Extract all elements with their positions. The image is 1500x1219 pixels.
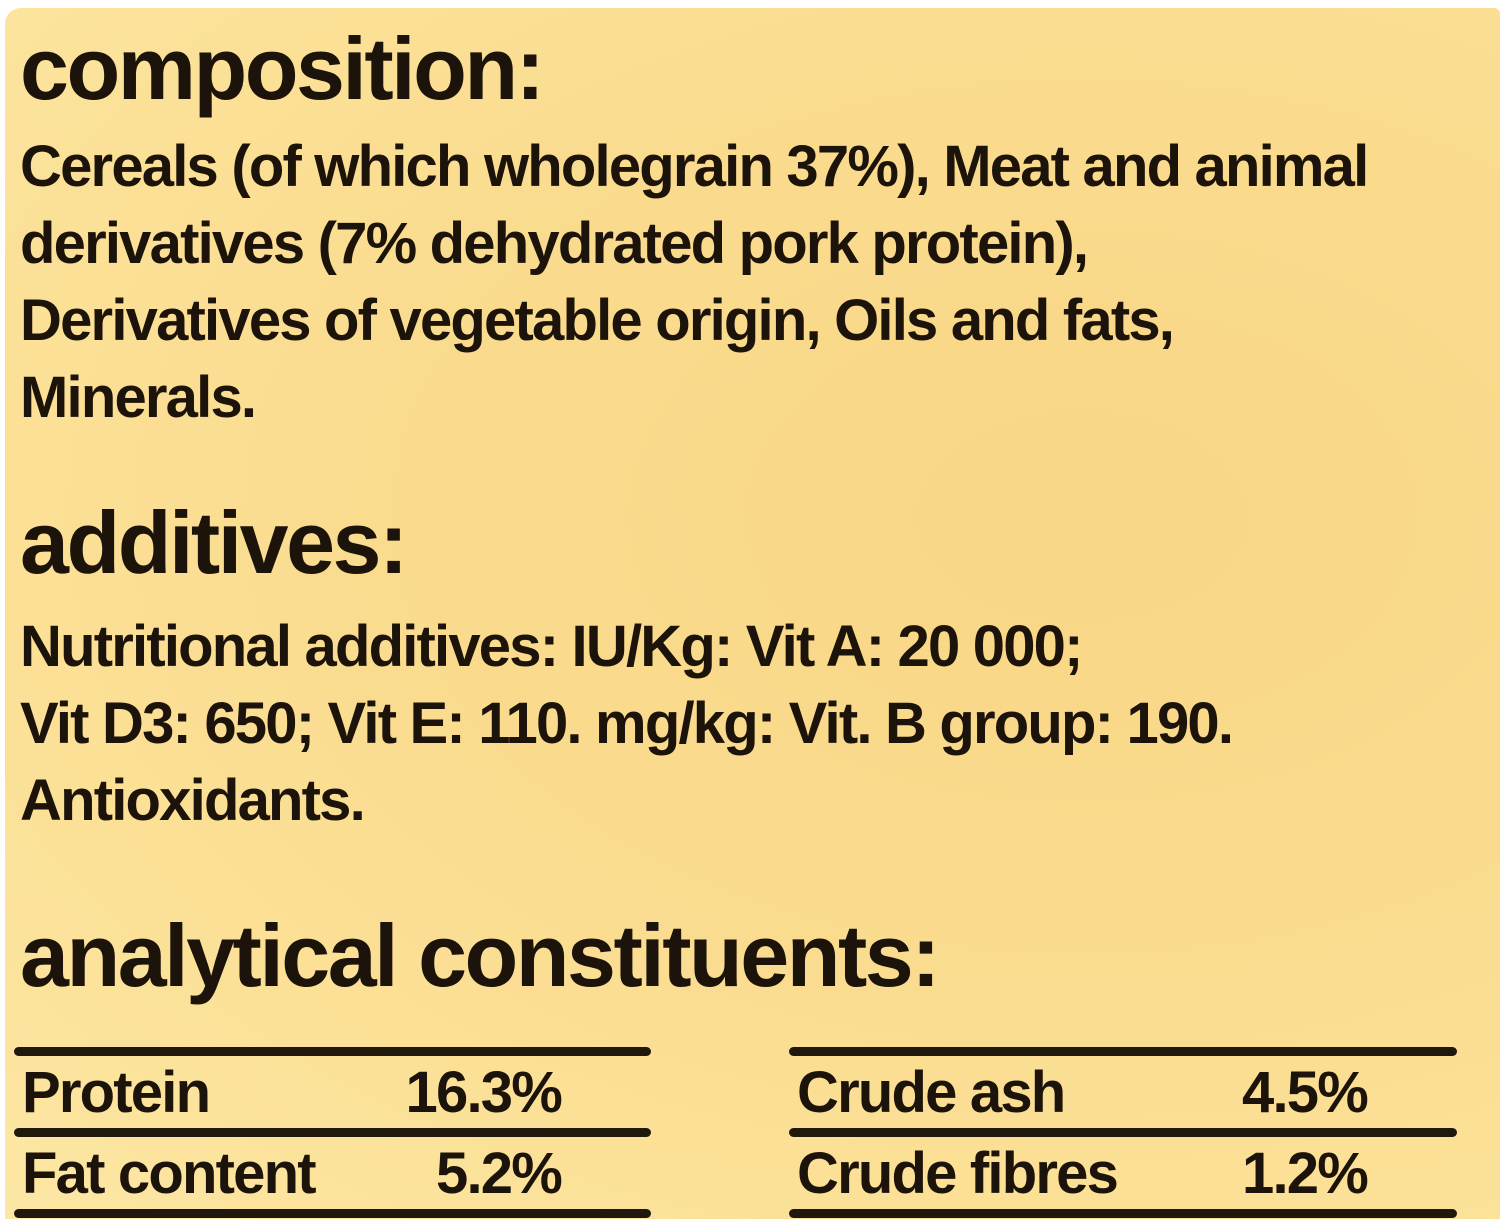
constituent-label: Crude ash: [797, 1059, 1066, 1125]
table-row: Fat content 5.2%: [14, 1137, 651, 1209]
constituent-label: Crude fibres: [797, 1140, 1119, 1206]
composition-line: Derivatives of vegetable origin, Oils an…: [20, 288, 1175, 353]
table-rule: [14, 1128, 651, 1137]
analytical-constituents-heading: analytical constituents:: [20, 906, 941, 1005]
additives-line: Antioxidants.: [20, 768, 366, 833]
constituent-value: 16.3%: [405, 1059, 563, 1125]
constituent-label: Protein: [22, 1059, 211, 1125]
composition-line: Minerals.: [20, 365, 257, 430]
table-rule: [789, 1128, 1457, 1137]
pet-food-label: composition: Cereals (of which wholegrai…: [5, 8, 1500, 1219]
analytical-constituents-table: Protein 16.3% Fat content 5.2% Crude ash…: [14, 1047, 1500, 1218]
label-content: composition: Cereals (of which wholegrai…: [5, 8, 1500, 1218]
composition-line: Cereals (of which wholegrain 37%), Meat …: [20, 134, 1369, 199]
constituent-value: 1.2%: [1242, 1140, 1369, 1206]
analytical-table-right-column: Crude ash 4.5% Crude fibres 1.2%: [789, 1047, 1457, 1218]
additives-heading: additives:: [20, 493, 408, 592]
composition-paragraph: Cereals (of which wholegrain 37%), Meat …: [20, 128, 1500, 436]
additives-line: Nutritional additives: IU/Kg: Vit A: 20 …: [20, 614, 1083, 679]
additives-paragraph: Nutritional additives: IU/Kg: Vit A: 20 …: [20, 608, 1500, 839]
composition-heading: composition:: [20, 19, 545, 118]
table-rule: [14, 1047, 651, 1056]
constituent-value: 5.2%: [436, 1140, 563, 1206]
table-rule: [789, 1209, 1457, 1218]
table-rule: [789, 1047, 1457, 1056]
constituent-value: 4.5%: [1242, 1059, 1369, 1125]
table-rule: [14, 1209, 651, 1218]
composition-line: derivatives (7% dehydrated pork protein)…: [20, 211, 1089, 276]
additives-line: Vit D3: 650; Vit E: 110. mg/kg: Vit. B g…: [20, 691, 1234, 756]
table-row: Crude fibres 1.2%: [789, 1137, 1457, 1209]
analytical-table-left-column: Protein 16.3% Fat content 5.2%: [14, 1047, 651, 1218]
constituent-label: Fat content: [22, 1140, 317, 1206]
table-row: Crude ash 4.5%: [789, 1056, 1457, 1128]
table-row: Protein 16.3%: [14, 1056, 651, 1128]
